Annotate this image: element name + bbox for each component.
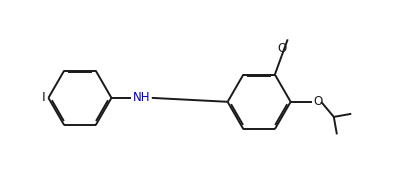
Text: O: O [313,95,322,108]
Text: I: I [42,91,46,104]
Text: NH: NH [133,91,151,104]
Text: O: O [277,42,286,55]
